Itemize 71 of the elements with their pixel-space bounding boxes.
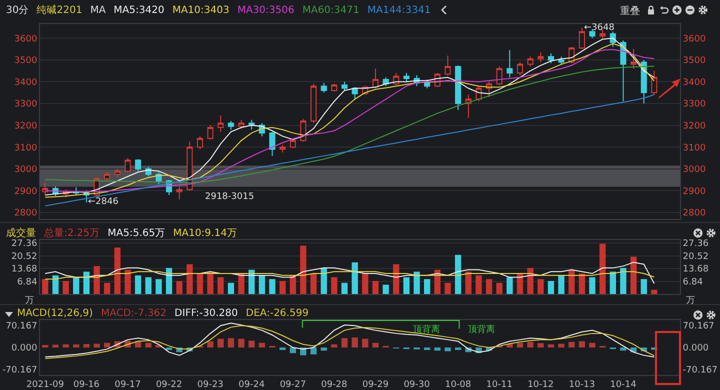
y2-axis-title: 万 — [686, 296, 695, 306]
chart-title: MACD(12,26,9) — [17, 308, 93, 319]
y2-tick-label: 3600 — [682, 34, 706, 44]
annotation: ←2846 — [88, 197, 119, 207]
text: MA30:3506 — [237, 5, 294, 16]
y2-tick-label: 70.167 — [682, 322, 714, 332]
legend-title: MA — [90, 5, 106, 16]
text: MA144:3341 — [367, 5, 431, 16]
text: MA5:3420 — [114, 5, 164, 16]
y-tick-label: 70.167 — [6, 322, 38, 332]
x-tick-label: 09-23 — [197, 380, 224, 390]
annotation: 顶背离 — [468, 324, 495, 335]
y-tick-label: 2900 — [14, 186, 38, 197]
y-tick-label: 3600 — [14, 34, 38, 44]
y-tick-label: 3200 — [14, 121, 38, 132]
y2-tick-label: 20.52 — [682, 252, 709, 262]
y2-tick-label: 2800 — [682, 208, 706, 219]
y-tick-label: 3100 — [14, 143, 38, 154]
y2-tick-label: 0.000 — [682, 344, 709, 354]
chart-title: 成交量 — [6, 228, 36, 239]
x-tick-label: 09-24 — [238, 380, 265, 390]
y2-tick-label: 27.36 — [682, 239, 709, 250]
series-label: DEA:-26.599 — [246, 308, 309, 319]
annotation: ←3648 — [584, 23, 615, 33]
series-label: DIFF:-30.280 — [174, 308, 238, 319]
x-tick-label: 09-28 — [321, 380, 348, 390]
text: 重叠 — [620, 4, 640, 18]
y-axis-title: 万 — [25, 296, 34, 306]
text: MA10:9.14万 — [173, 228, 237, 239]
x-tick-label: 10-14 — [610, 380, 637, 390]
y2-tick-label: 3400 — [682, 78, 706, 88]
text: MA10:3403 — [172, 5, 230, 16]
y-tick-label: 3500 — [14, 56, 38, 66]
x-tick-label: 09-22 — [156, 380, 182, 390]
y-tick-label: -70.167 — [2, 366, 38, 376]
y-tick-label: 3300 — [14, 100, 38, 110]
y-tick-label: 2800 — [14, 208, 38, 219]
x-tick-label: 10-08 — [444, 380, 472, 390]
chart-title: 纯碱2201 — [36, 5, 82, 16]
y2-tick-label: 3500 — [682, 56, 706, 66]
x-tick-label: 2021-09 — [26, 380, 64, 390]
chart-subtitle: 30分 — [6, 5, 29, 16]
text: MACD:-7.362 — [100, 308, 167, 319]
x-tick-label: 10-12 — [528, 380, 554, 390]
y2-tick-label: -70.167 — [682, 366, 718, 376]
y-tick-label: 3000 — [14, 165, 38, 176]
y-tick-label: 27.36 — [11, 239, 38, 250]
x-tick-label: 09-17 — [114, 380, 141, 390]
y2-tick-label: 3100 — [682, 143, 706, 154]
y2-tick-label: 3300 — [682, 100, 706, 110]
y2-tick-label: 2900 — [682, 186, 706, 197]
text: MA5:5.65万 — [108, 228, 166, 239]
y-tick-label: 13.68 — [11, 264, 38, 275]
y-tick-label: 3400 — [14, 78, 38, 88]
x-tick-label: 09-16 — [73, 380, 100, 390]
x-tick-label: 09-29 — [362, 380, 389, 390]
y2-tick-label: 3000 — [682, 165, 706, 176]
x-tick-label: 10-11 — [486, 380, 512, 390]
y2-tick-label: 6.84 — [682, 277, 704, 288]
y2-tick-label: 13.68 — [682, 264, 709, 275]
annotation: 顶背离 — [413, 324, 440, 335]
x-tick-label: 09-27 — [280, 380, 306, 390]
band-label: 2918-3015 — [205, 192, 254, 202]
y-tick-label: 6.84 — [17, 277, 38, 288]
x-tick-label: 09-30 — [404, 380, 430, 390]
y2-tick-label: 3200 — [682, 121, 706, 132]
y-tick-label: 0.000 — [11, 344, 38, 354]
text: MA60:3471 — [302, 5, 360, 16]
y-tick-label: 20.52 — [11, 252, 38, 262]
x-tick-label: 10-13 — [568, 380, 596, 390]
series-label: 总量:2.25万 — [44, 228, 100, 239]
